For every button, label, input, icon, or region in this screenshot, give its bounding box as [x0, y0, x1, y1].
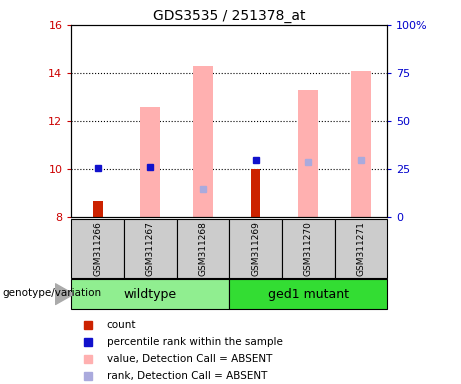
Text: GSM311270: GSM311270 [304, 221, 313, 276]
Bar [351, 71, 371, 217]
Bar [93, 201, 102, 217]
Bar [251, 169, 260, 217]
Bar [282, 219, 335, 278]
Polygon shape [55, 284, 74, 305]
Title: GDS3535 / 251378_at: GDS3535 / 251378_at [153, 8, 306, 23]
Text: rank, Detection Call = ABSENT: rank, Detection Call = ABSENT [106, 371, 267, 381]
Text: percentile rank within the sample: percentile rank within the sample [106, 337, 283, 347]
Bar [71, 219, 124, 278]
Text: count: count [106, 320, 136, 330]
Text: wildtype: wildtype [124, 288, 177, 301]
Text: GSM311267: GSM311267 [146, 221, 155, 276]
Bar [124, 219, 177, 278]
Text: GSM311266: GSM311266 [93, 221, 102, 276]
Text: GSM311268: GSM311268 [199, 221, 207, 276]
Bar [335, 219, 387, 278]
Bar [177, 219, 229, 278]
Bar [193, 66, 213, 217]
Bar [229, 279, 387, 309]
Text: GSM311271: GSM311271 [356, 221, 366, 276]
Text: GSM311269: GSM311269 [251, 221, 260, 276]
Text: ged1 mutant: ged1 mutant [268, 288, 349, 301]
Bar [71, 279, 229, 309]
Bar [141, 107, 160, 217]
Text: value, Detection Call = ABSENT: value, Detection Call = ABSENT [106, 354, 272, 364]
Bar [229, 219, 282, 278]
Text: genotype/variation: genotype/variation [2, 288, 101, 298]
Bar [298, 90, 318, 217]
